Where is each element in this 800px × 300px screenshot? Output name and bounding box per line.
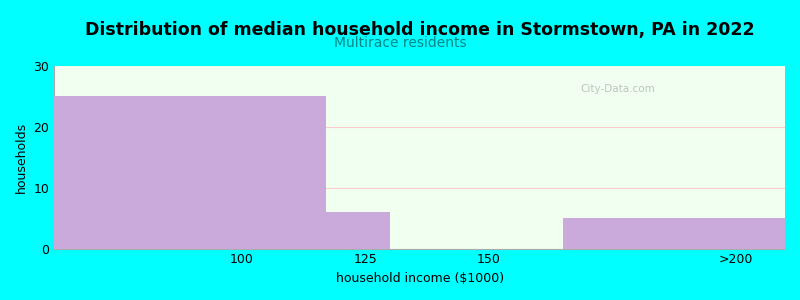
Bar [326, 212, 390, 249]
Bar [54, 96, 326, 249]
Bar [563, 218, 785, 249]
Text: Multirace residents: Multirace residents [334, 36, 466, 50]
X-axis label: household income ($1000): household income ($1000) [335, 272, 504, 285]
Title: Distribution of median household income in Stormstown, PA in 2022: Distribution of median household income … [85, 21, 754, 39]
Y-axis label: households: households [15, 122, 28, 193]
Text: City-Data.com: City-Data.com [581, 84, 655, 94]
